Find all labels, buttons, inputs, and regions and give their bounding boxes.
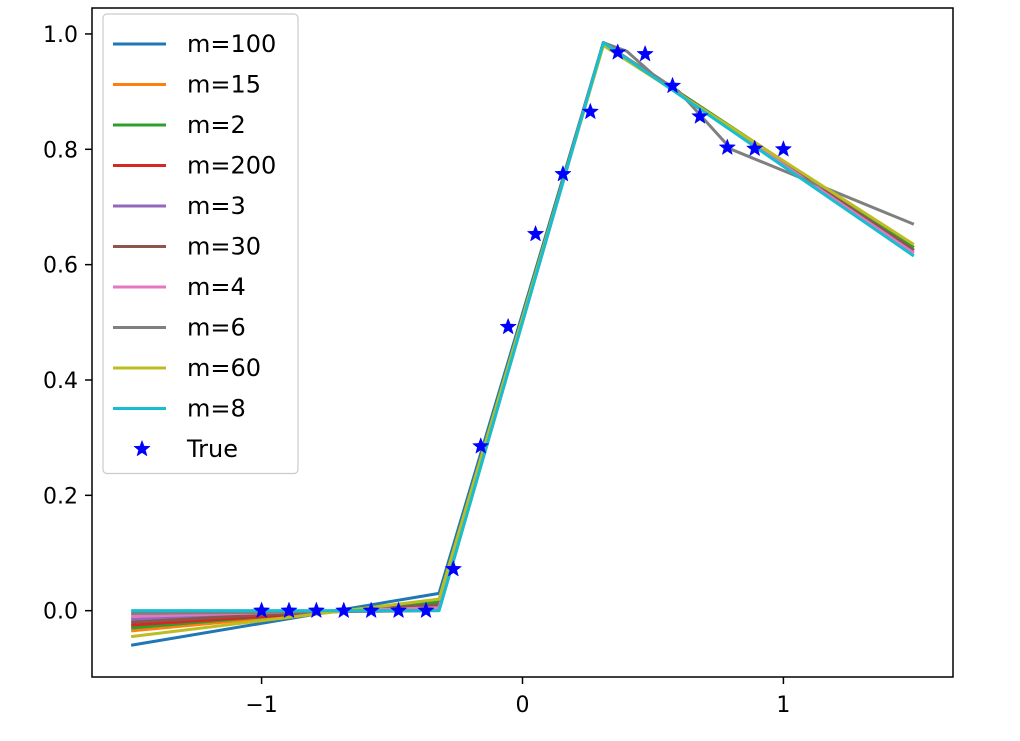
- legend-box: [102, 13, 299, 475]
- legend-label-m-6: m=6: [187, 314, 246, 342]
- data-point-true: [581, 102, 600, 120]
- legend-label-true: True: [186, 435, 238, 463]
- legend-label-m-2: m=2: [187, 111, 246, 139]
- y-tick-label: 0.4: [43, 369, 78, 394]
- legend-label-m-60: m=60: [187, 354, 261, 382]
- legend-swatch-true: [133, 439, 151, 457]
- y-tick-label: 0.2: [43, 484, 78, 509]
- legend: m=100 m=15 m=2 m=200 m=3 m=30 m=4 m=6 m=60 m=8 Tru…: [102, 13, 299, 475]
- data-point-true: [252, 601, 271, 619]
- x-axis: −1 0 1: [245, 677, 790, 718]
- data-point-true: [526, 224, 545, 242]
- data-point-true: [608, 43, 627, 60]
- data-point-true: [774, 140, 793, 157]
- data-point-true: [417, 601, 435, 619]
- y-tick-label: 0.6: [43, 254, 78, 279]
- data-point-true: [444, 559, 463, 577]
- y-tick-label: 0.0: [43, 600, 78, 625]
- y-tick-label: 0.8: [43, 138, 78, 163]
- data-point-true: [471, 437, 490, 454]
- true-markers: [252, 43, 793, 619]
- data-point-true: [663, 76, 682, 94]
- legend-label-m-8: m=8: [187, 395, 246, 423]
- x-tick-label: 1: [776, 693, 790, 718]
- data-point-true: [636, 44, 654, 62]
- data-point-true: [499, 317, 517, 335]
- data-point-true: [554, 164, 572, 182]
- data-point-true: [389, 601, 408, 619]
- y-tick-label: 1.0: [43, 23, 78, 48]
- data-point-true: [745, 139, 764, 157]
- data-point-true: [691, 107, 709, 124]
- data-point-true: [362, 601, 380, 619]
- legend-label-m-4: m=4: [187, 273, 246, 301]
- legend-label-m-15: m=15: [187, 71, 261, 99]
- x-tick-label: −1: [245, 693, 277, 718]
- data-point-true: [307, 601, 326, 619]
- legend-label-m-30: m=30: [187, 233, 261, 261]
- data-point-true: [280, 601, 298, 619]
- data-point-true: [718, 138, 737, 156]
- x-tick-label: 0: [516, 693, 530, 718]
- legend-label-m-3: m=3: [187, 192, 246, 220]
- data-point-true: [335, 601, 353, 619]
- y-axis: 0.0 0.2 0.4 0.6 0.8 1.0: [43, 23, 92, 625]
- legend-label-m-200: m=200: [187, 152, 276, 180]
- legend-label-m-100: m=100: [187, 30, 276, 58]
